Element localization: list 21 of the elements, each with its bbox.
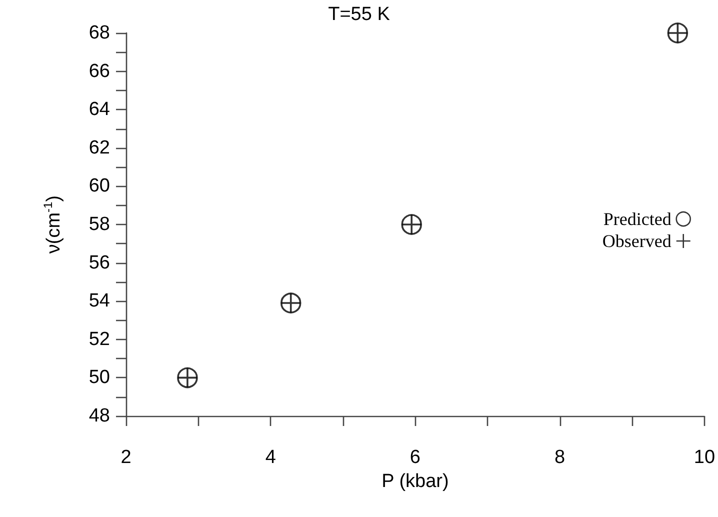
y-tick-label: 66 bbox=[88, 60, 110, 82]
x-tick-label: 6 bbox=[410, 447, 421, 468]
legend-label: Predicted bbox=[603, 209, 672, 229]
y-tick-label: 50 bbox=[88, 367, 110, 388]
x-tick-label: 4 bbox=[265, 447, 276, 468]
x-tick-label: 8 bbox=[554, 447, 566, 468]
x-axis-title: P (kbar) bbox=[382, 470, 449, 492]
y-tick-label: 68 bbox=[88, 22, 110, 44]
x-tick-label: 2 bbox=[120, 447, 132, 468]
y-tick-label: 52 bbox=[88, 328, 110, 350]
legend-label: Observed bbox=[602, 231, 672, 251]
chart-title: T=55 K bbox=[328, 4, 390, 25]
y-tick-label: 64 bbox=[88, 99, 110, 120]
y-tick-label: 48 bbox=[88, 406, 110, 426]
x-tick-label: 10 bbox=[694, 447, 716, 468]
y-tick-label: 54 bbox=[88, 290, 110, 312]
y-axis-title: ν(cm-1) bbox=[41, 195, 64, 254]
y-tick-label: 56 bbox=[88, 252, 110, 274]
y-tick-label: 58 bbox=[88, 214, 110, 235]
y-tick-label: 60 bbox=[88, 176, 110, 197]
y-tick-label: 62 bbox=[88, 137, 110, 158]
